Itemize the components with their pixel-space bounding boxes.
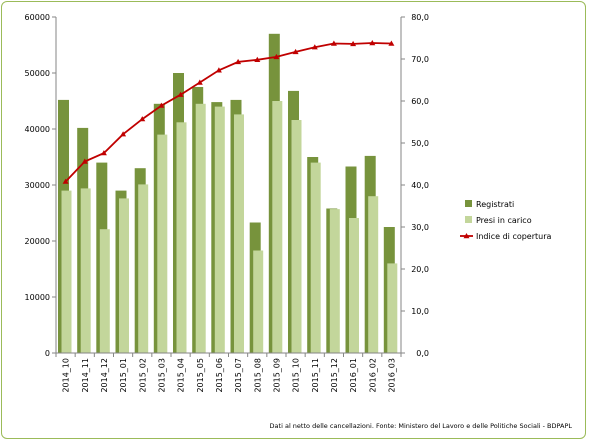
bar-presi-in-carico bbox=[195, 103, 206, 353]
marker-indice-di-copertura bbox=[120, 131, 127, 137]
legend: Registrati Presi in carico Indice di coper… bbox=[460, 200, 552, 241]
left-tick-label: 20000 bbox=[25, 237, 50, 246]
right-tick-label: 20,0 bbox=[411, 265, 429, 274]
x-tick-label: 2016_01 bbox=[349, 358, 358, 393]
marker-indice-di-copertura bbox=[100, 150, 107, 156]
bar-presi-in-carico bbox=[387, 263, 398, 353]
marker-indice-di-copertura bbox=[311, 44, 318, 50]
bar-presi-in-carico bbox=[349, 218, 359, 353]
plot-area bbox=[58, 33, 398, 354]
x-tick-label: 2014_11 bbox=[81, 358, 90, 393]
x-tick-label: 2015_03 bbox=[157, 358, 166, 393]
legend-swatch-presi-in-carico bbox=[465, 216, 472, 223]
x-tick-label: 2014_10 bbox=[62, 358, 71, 393]
marker-indice-di-copertura bbox=[139, 116, 146, 122]
bar-presi-in-carico bbox=[138, 184, 149, 353]
bar-presi-in-carico bbox=[234, 114, 244, 354]
x-tick-label: 2015_06 bbox=[215, 358, 224, 393]
marker-indice-di-copertura bbox=[62, 178, 69, 184]
marker-indice-di-copertura bbox=[196, 79, 203, 85]
bar-presi-in-carico bbox=[368, 196, 379, 353]
left-tick-label: 0 bbox=[45, 349, 50, 358]
marker-indice-di-copertura bbox=[273, 53, 280, 60]
bar-presi-in-carico bbox=[310, 162, 321, 353]
x-tick-label: 2016_03 bbox=[387, 358, 396, 393]
marker-indice-di-copertura bbox=[388, 40, 395, 46]
bar-presi-in-carico bbox=[176, 122, 187, 353]
left-y-axis: 0 10000 20000 30000 40000 50000 60000 bbox=[25, 13, 57, 358]
right-tick-label: 30,0 bbox=[411, 223, 429, 232]
marker-indice-di-copertura bbox=[350, 40, 357, 47]
left-tick-label: 60000 bbox=[25, 13, 50, 22]
bar-presi-in-carico bbox=[253, 250, 264, 353]
legend-marker-indice-di-copertura bbox=[463, 233, 470, 239]
legend-label-presi-in-carico: Presi in carico bbox=[476, 216, 532, 225]
x-tick-label: 2015_07 bbox=[234, 358, 243, 393]
x-tick-label: 2015_05 bbox=[196, 358, 205, 393]
bar-presi-in-carico bbox=[80, 188, 91, 353]
marker-indice-di-copertura bbox=[235, 58, 242, 65]
x-tick-label: 2015_04 bbox=[177, 358, 186, 393]
x-tick-label: 2015_08 bbox=[253, 358, 262, 393]
legend-label-indice-di-copertura: Indice di copertura bbox=[476, 232, 552, 241]
marker-indice-di-copertura bbox=[369, 40, 376, 46]
x-tick-label: 2015_11 bbox=[311, 358, 320, 393]
marker-indice-di-copertura bbox=[81, 158, 88, 164]
left-tick-label: 50000 bbox=[25, 69, 50, 78]
marker-indice-di-copertura bbox=[215, 67, 222, 73]
bar-presi-in-carico bbox=[214, 106, 225, 353]
x-tick-label: 2014_12 bbox=[100, 358, 109, 393]
left-tick-label: 30000 bbox=[25, 181, 50, 190]
bar-presi-in-carico bbox=[272, 101, 283, 353]
bar-presi-in-carico bbox=[329, 209, 340, 353]
marker-indice-di-copertura bbox=[330, 40, 337, 46]
left-tick-label: 10000 bbox=[25, 293, 50, 302]
right-y-axis: 0,0 10,0 20,0 30,0 40,0 50,0 60,0 70,0 80,0 bbox=[400, 13, 429, 358]
bar-presi-in-carico bbox=[291, 120, 302, 353]
marker-indice-di-copertura bbox=[158, 102, 165, 108]
x-tick-label: 2015_02 bbox=[138, 358, 147, 393]
right-tick-label: 0,0 bbox=[416, 349, 429, 358]
bar-presi-in-carico bbox=[99, 229, 110, 353]
marker-indice-di-copertura bbox=[177, 91, 184, 97]
x-axis: 2014_10 2014_11 2014_12 2015_01 2015_02 2015_… bbox=[55, 352, 402, 393]
marker-indice-di-copertura bbox=[292, 48, 299, 55]
x-tick-label: 2015_09 bbox=[272, 358, 281, 393]
right-tick-label: 40,0 bbox=[411, 181, 429, 190]
line-indice-di-copertura bbox=[64, 42, 392, 183]
bar-presi-in-carico bbox=[157, 134, 168, 353]
marker-indice-di-copertura bbox=[254, 56, 261, 62]
x-tick-label: 2015_12 bbox=[330, 358, 339, 393]
bar-presi-in-carico bbox=[61, 190, 72, 353]
source-note: Dati al netto delle cancellazioni. Fonte… bbox=[270, 422, 573, 430]
right-tick-label: 70,0 bbox=[411, 55, 429, 64]
x-tick-label: 2016_02 bbox=[368, 358, 377, 393]
right-tick-label: 80,0 bbox=[411, 13, 429, 22]
bar-presi-in-carico bbox=[119, 198, 129, 353]
left-tick-label: 40000 bbox=[25, 125, 50, 134]
right-tick-label: 60,0 bbox=[411, 97, 429, 106]
legend-swatch-registrati bbox=[465, 200, 472, 207]
x-tick-label: 2015_10 bbox=[292, 358, 301, 393]
right-tick-label: 10,0 bbox=[411, 307, 429, 316]
right-tick-label: 50,0 bbox=[411, 139, 429, 148]
legend-label-registrati: Registrati bbox=[476, 200, 514, 209]
x-tick-label: 2015_01 bbox=[119, 358, 128, 393]
